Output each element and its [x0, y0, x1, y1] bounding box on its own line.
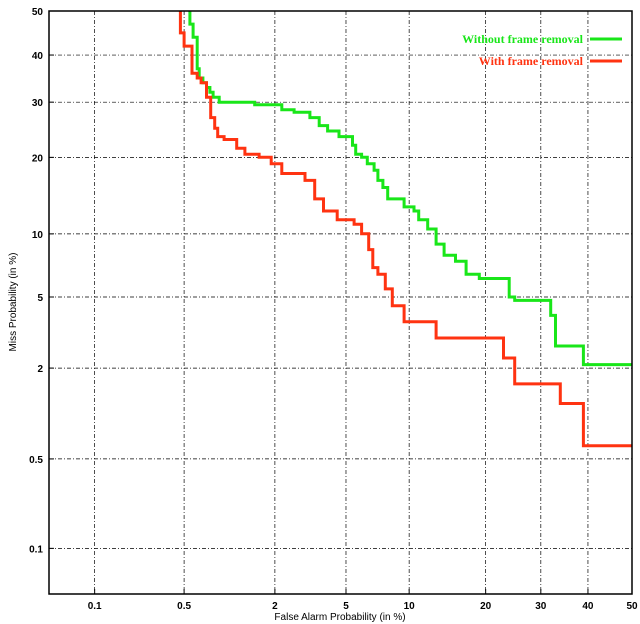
x-tick-label: 30	[535, 601, 547, 612]
x-axis-label: False Alarm Probability (in %)	[274, 612, 405, 623]
series-line-2	[178, 11, 632, 448]
series-line-1	[188, 11, 632, 367]
y-tick-label: 5	[37, 293, 43, 304]
axis-ticks	[49, 10, 633, 594]
x-tick-label: 10	[404, 601, 416, 612]
legend: Without frame removal With frame removal	[462, 32, 622, 68]
y-tick-label: 0.5	[29, 455, 43, 466]
plot-frame	[48, 10, 633, 595]
x-tick-label: 0.5	[177, 601, 191, 612]
y-tick-label: 10	[32, 230, 44, 241]
y-tick-label: 50	[32, 7, 44, 18]
grid-lines	[49, 10, 633, 594]
x-tick-label: 5	[343, 601, 349, 612]
x-tick-label: 0.1	[88, 601, 102, 612]
x-tick-label: 20	[480, 601, 492, 612]
x-tick-label: 50	[626, 601, 638, 612]
series-lines	[178, 11, 632, 448]
y-tick-labels: 0.1 0.5 2 5 10 20 30 40 50	[29, 7, 43, 555]
y-axis-label: Miss Probability (in %)	[8, 253, 19, 352]
y-tick-label: 2	[37, 364, 43, 375]
y-tick-label: 20	[32, 153, 44, 164]
legend-label-1: Without frame removal	[462, 32, 584, 46]
legend-label-2: With frame removal	[479, 54, 584, 68]
x-tick-label: 40	[582, 601, 594, 612]
x-tick-label: 2	[272, 601, 278, 612]
y-tick-label: 0.1	[29, 544, 43, 555]
y-tick-label: 30	[32, 98, 44, 109]
y-tick-label: 40	[32, 51, 44, 62]
x-tick-labels: 0.1 0.5 2 5 10 20 30 40 50	[88, 601, 638, 612]
